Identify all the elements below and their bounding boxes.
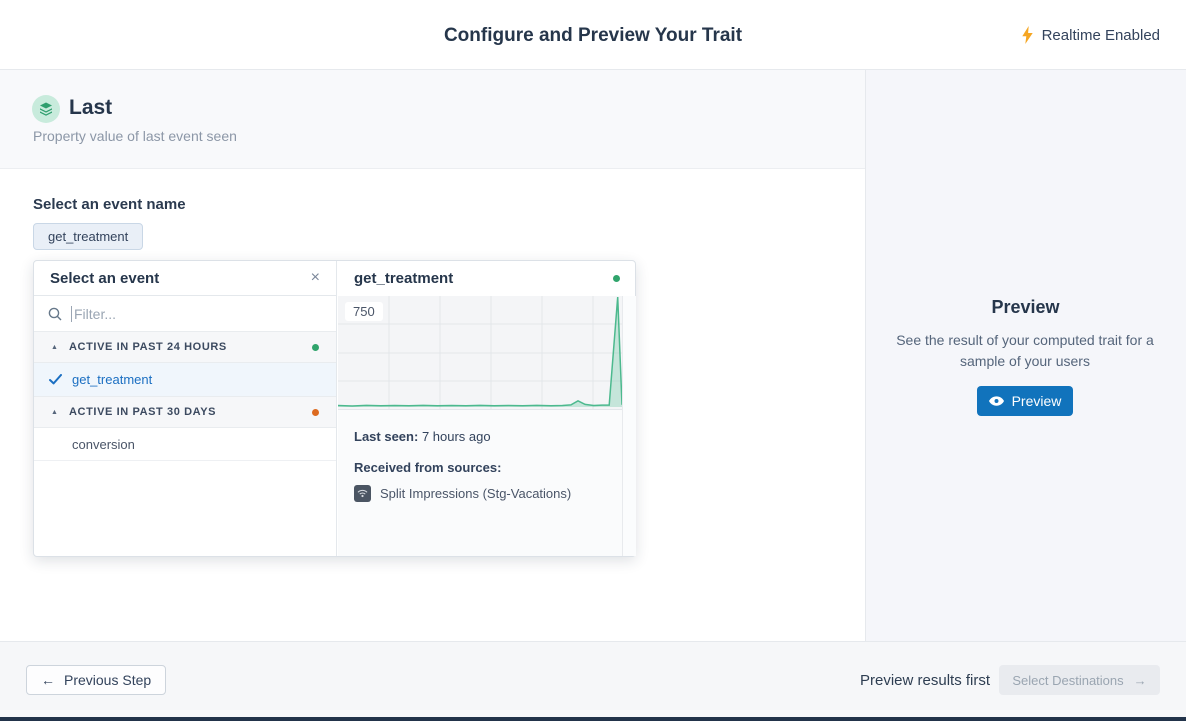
- previous-step-label: Previous Step: [64, 672, 152, 688]
- event-detail-panel: get_treatment 750 Last seen: 7 hours ago…: [338, 261, 636, 556]
- event-item-label: get_treatment: [72, 372, 153, 387]
- page-header: Configure and Preview Your Trait Realtim…: [0, 0, 1186, 70]
- group-active-30d[interactable]: ▲ ACTIVE IN PAST 30 DAYS: [34, 396, 336, 428]
- lightning-bolt-icon: [1021, 26, 1034, 44]
- green-status-dot: [613, 275, 620, 282]
- event-list-panel: Select an event × ▲ ACTIVE IN PAST 24 HO…: [34, 261, 337, 556]
- event-select-label: Select an event name: [33, 196, 186, 213]
- window-bottom-edge: [0, 717, 1186, 721]
- trait-name: Last: [69, 96, 113, 119]
- event-list-title: Select an event: [50, 269, 160, 287]
- selected-event-chip[interactable]: get_treatment: [33, 223, 144, 250]
- source-wifi-icon: [354, 485, 371, 502]
- group-active-24h[interactable]: ▲ ACTIVE IN PAST 24 HOURS: [34, 331, 336, 363]
- preview-button[interactable]: Preview: [977, 386, 1073, 416]
- last-seen-label: Last seen:: [354, 429, 419, 444]
- last-trait-icon: [32, 95, 60, 123]
- y-axis-tick-label: 750: [345, 302, 383, 321]
- event-volume-chart: 750: [338, 296, 622, 409]
- filter-input[interactable]: [71, 305, 301, 322]
- eye-icon: [988, 396, 1004, 406]
- group-label: ACTIVE IN PAST 30 DAYS: [69, 406, 217, 418]
- preview-button-label: Preview: [1011, 393, 1062, 409]
- arrow-left-icon: ←: [41, 672, 55, 688]
- filter-row: [34, 296, 336, 331]
- close-icon[interactable]: ×: [310, 269, 320, 286]
- arrow-right-icon: →: [1133, 672, 1147, 688]
- scroll-gutter: [622, 296, 636, 556]
- orange-status-dot: [312, 408, 319, 416]
- last-seen-row: Last seen: 7 hours ago: [354, 429, 606, 444]
- search-icon: [48, 307, 62, 321]
- realtime-label: Realtime Enabled: [1041, 26, 1160, 44]
- footer-hint: Preview results first: [860, 672, 991, 689]
- collapse-icon: ▲: [51, 408, 58, 416]
- footer-bar: [0, 641, 1186, 717]
- page-title: Configure and Preview Your Trait: [443, 25, 743, 46]
- select-destinations-button[interactable]: Select Destinations →: [999, 665, 1160, 695]
- green-status-dot: [312, 343, 319, 351]
- trait-header-strip: [0, 70, 865, 169]
- source-name: Split Impressions (Stg-Vacations): [380, 486, 572, 501]
- sources-label: Received from sources:: [354, 460, 502, 475]
- source-row: Split Impressions (Stg-Vacations): [354, 485, 606, 502]
- preview-panel-title: Preview: [991, 297, 1060, 317]
- collapse-icon: ▲: [51, 343, 58, 351]
- realtime-status: Realtime Enabled: [1021, 26, 1160, 44]
- event-select-popover: Select an event × ▲ ACTIVE IN PAST 24 HO…: [33, 260, 636, 557]
- preview-panel-description: See the result of your computed trait fo…: [896, 332, 1154, 369]
- group-label: ACTIVE IN PAST 24 HOURS: [69, 341, 227, 353]
- select-destinations-label: Select Destinations: [1012, 672, 1124, 688]
- event-item-label: conversion: [72, 436, 135, 452]
- preview-sidebar: [865, 70, 1186, 641]
- event-list-header: Select an event ×: [34, 261, 336, 296]
- event-detail-title: get_treatment: [354, 270, 454, 287]
- last-seen-value: 7 hours ago: [421, 429, 491, 444]
- event-item-get-treatment[interactable]: get_treatment: [34, 363, 336, 396]
- event-detail-info: Last seen: 7 hours ago Received from sou…: [338, 409, 622, 556]
- check-icon: [49, 374, 63, 385]
- trait-description: Property value of last event seen: [33, 128, 237, 144]
- event-item-conversion[interactable]: conversion: [34, 428, 336, 461]
- previous-step-button[interactable]: ← Previous Step: [26, 665, 167, 695]
- event-detail-header: get_treatment: [338, 261, 636, 296]
